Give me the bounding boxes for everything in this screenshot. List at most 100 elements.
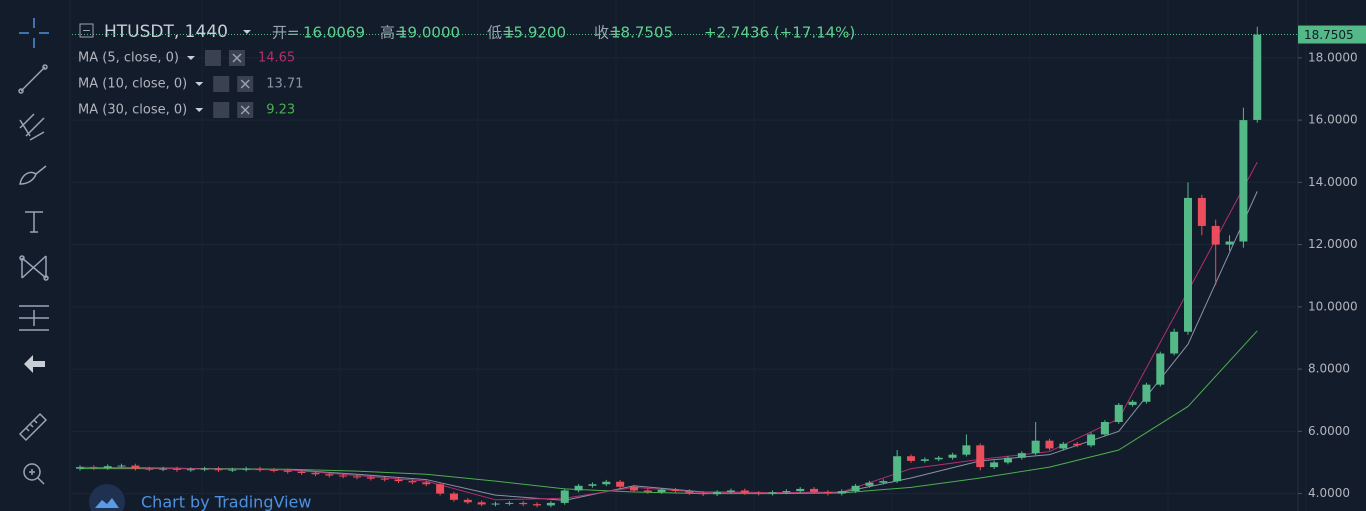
candle-body bbox=[920, 459, 929, 461]
candle-body bbox=[505, 502, 514, 504]
price-axis: 4.0000 6.0000 8.0000 10.0000 12.0000 14.0000 1… bbox=[1298, 50, 1358, 500]
candle-body bbox=[186, 469, 195, 471]
ma-caret[interactable] bbox=[195, 108, 204, 112]
trendline-tool[interactable] bbox=[18, 64, 48, 94]
fib-tool[interactable] bbox=[19, 113, 45, 141]
candle-body bbox=[990, 462, 999, 468]
candle-body bbox=[948, 454, 957, 458]
candle-body bbox=[159, 468, 168, 470]
legend: HTUSDT, 1440 开= 16.0069 高= 19.0000 低= 15… bbox=[78, 22, 855, 118]
attribution[interactable]: Chart by TradingView bbox=[141, 493, 311, 511]
toolbar bbox=[18, 18, 49, 485]
candle-body bbox=[436, 484, 445, 494]
ma-caret[interactable] bbox=[186, 56, 195, 60]
candle-body bbox=[962, 445, 971, 455]
candle-body bbox=[1059, 443, 1068, 449]
candle-body bbox=[685, 491, 694, 493]
candle-body bbox=[353, 476, 361, 478]
text-tool[interactable] bbox=[25, 211, 43, 233]
y-tick-label: 14.0000 bbox=[1308, 175, 1358, 189]
ma-remove-x bbox=[240, 79, 250, 89]
last-price-box bbox=[1298, 25, 1366, 44]
zoom-tool[interactable] bbox=[23, 463, 45, 485]
ma-label: MA (5, close, 0) bbox=[78, 51, 179, 66]
y-tick-label: 4.0000 bbox=[1308, 486, 1350, 500]
candle-body bbox=[740, 490, 749, 493]
ma-settings[interactable] bbox=[204, 50, 221, 66]
y-tick-label: 6.0000 bbox=[1308, 424, 1350, 438]
candle-body bbox=[325, 474, 334, 476]
candle-body bbox=[117, 465, 126, 467]
ma-value: 14.65 bbox=[258, 51, 295, 66]
candle-body bbox=[976, 445, 985, 468]
candle-body bbox=[643, 490, 652, 493]
candle-body bbox=[602, 481, 611, 485]
candles bbox=[76, 26, 1262, 508]
candle-body bbox=[1087, 434, 1096, 446]
symbol-caret[interactable] bbox=[243, 30, 251, 34]
brush-tool[interactable] bbox=[19, 165, 47, 185]
candle-body bbox=[713, 492, 722, 495]
candle-body bbox=[366, 477, 375, 479]
candle-body bbox=[1017, 453, 1026, 458]
candle-body bbox=[754, 492, 763, 494]
high-value: 19.0000 bbox=[398, 24, 460, 42]
candle-body bbox=[851, 485, 860, 492]
candle-body bbox=[256, 468, 265, 470]
ma-value: 9.23 bbox=[266, 103, 295, 118]
crosshair-tool[interactable] bbox=[19, 18, 49, 48]
ruler-tool[interactable] bbox=[18, 412, 48, 442]
candle-body bbox=[1073, 443, 1082, 446]
candle-body bbox=[1197, 197, 1206, 226]
candle-body bbox=[796, 488, 805, 492]
candle-body bbox=[630, 486, 638, 491]
candle-body bbox=[463, 499, 472, 503]
ma-remove-x bbox=[240, 105, 250, 115]
candle-body bbox=[269, 469, 278, 471]
change: +2.7436 (+17.14%) bbox=[704, 24, 855, 42]
candle-body bbox=[214, 468, 223, 471]
candle-body bbox=[242, 468, 251, 470]
ma-settings[interactable] bbox=[213, 76, 230, 92]
candle-body bbox=[449, 493, 458, 500]
collapse-icon[interactable] bbox=[79, 23, 94, 38]
candle-body bbox=[588, 484, 597, 486]
candle-body bbox=[491, 503, 500, 505]
candle-body bbox=[76, 467, 84, 469]
candle-body bbox=[283, 470, 292, 472]
candle-body bbox=[519, 502, 528, 505]
ma-label: MA (10, close, 0) bbox=[78, 77, 187, 92]
candle-body bbox=[546, 502, 555, 506]
candle-body bbox=[89, 467, 98, 469]
ma-settings[interactable] bbox=[213, 102, 230, 118]
open-value: 16.0069 bbox=[303, 24, 365, 42]
y-tick-label: 8.0000 bbox=[1308, 362, 1350, 376]
ma-caret[interactable] bbox=[195, 82, 204, 86]
prediction-tool[interactable] bbox=[19, 305, 49, 331]
close-tag: 收= bbox=[594, 24, 622, 42]
high-tag: 高= bbox=[380, 24, 408, 42]
candle-body bbox=[837, 491, 846, 494]
candle-body bbox=[172, 468, 181, 470]
candle-body bbox=[574, 485, 583, 491]
ma-value: 13.71 bbox=[266, 77, 303, 92]
ma-label: MA (30, close, 0) bbox=[78, 103, 187, 118]
candle-body bbox=[1211, 225, 1220, 245]
pattern-tool[interactable] bbox=[19, 255, 49, 281]
candle-body bbox=[422, 482, 431, 485]
candle-body bbox=[131, 465, 140, 469]
back-tool[interactable] bbox=[24, 355, 45, 373]
candle-body bbox=[228, 469, 237, 471]
candle-body bbox=[560, 490, 569, 503]
candle-body bbox=[1128, 401, 1137, 405]
last-price-label: 18.7505 bbox=[1304, 28, 1354, 42]
candle-body bbox=[103, 466, 112, 469]
candle-body bbox=[726, 490, 735, 493]
candle-body bbox=[907, 456, 915, 461]
candle-body bbox=[782, 491, 791, 493]
candle-body bbox=[1045, 440, 1054, 449]
symbol: HTUSDT, 1440 bbox=[104, 22, 228, 42]
candle-body bbox=[477, 502, 486, 505]
